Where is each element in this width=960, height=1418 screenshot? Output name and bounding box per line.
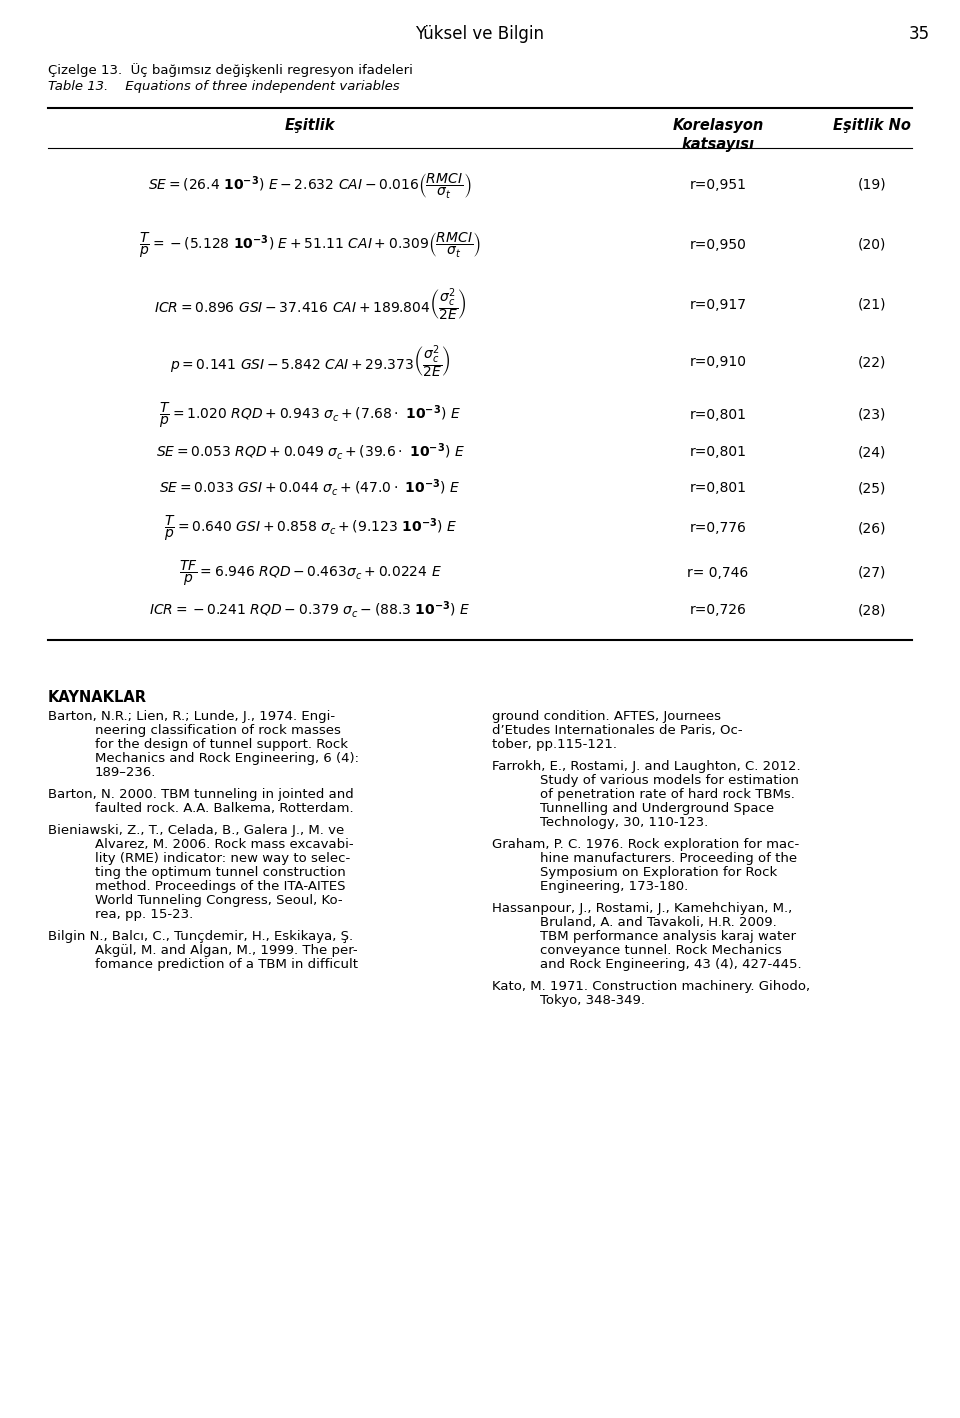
Text: and Rock Engineering, 43 (4), 427-445.: and Rock Engineering, 43 (4), 427-445. <box>540 959 802 971</box>
Text: Bilgin N., Balcı, C., Tunçdemir, H., Eskikaya, Ş.: Bilgin N., Balcı, C., Tunçdemir, H., Esk… <box>48 930 353 943</box>
Text: Mechanics and Rock Engineering, 6 (4):: Mechanics and Rock Engineering, 6 (4): <box>95 752 359 764</box>
Text: Tunnelling and Underground Space: Tunnelling and Underground Space <box>540 803 774 815</box>
Text: Hassanpour, J., Rostami, J., Kamehchiyan, M.,: Hassanpour, J., Rostami, J., Kamehchiyan… <box>492 902 792 915</box>
Text: (22): (22) <box>858 354 886 369</box>
Text: $ICR = 0.896\ GSI - 37.416\ CAI + 189.804\left(\dfrac{\sigma_c^2}{2E}\right)$: $ICR = 0.896\ GSI - 37.416\ CAI + 189.80… <box>154 286 467 323</box>
Text: $SE = 0.053\ RQD + 0.049\ \sigma_c + (39.6\cdot\ \mathbf{10^{-3}})\ E$: $SE = 0.053\ RQD + 0.049\ \sigma_c + (39… <box>156 441 465 462</box>
Text: $\dfrac{TF}{p} = 6.946\ RQD - 0.463\sigma_c + 0.0224\ E$: $\dfrac{TF}{p} = 6.946\ RQD - 0.463\sigm… <box>179 559 442 587</box>
Text: r=0,950: r=0,950 <box>689 238 747 252</box>
Text: faulted rock. A.A. Balkema, Rotterdam.: faulted rock. A.A. Balkema, Rotterdam. <box>95 803 353 815</box>
Text: Akgül, M. and Algan, M., 1999. The per-: Akgül, M. and Algan, M., 1999. The per- <box>95 944 358 957</box>
Text: Engineering, 173-180.: Engineering, 173-180. <box>540 881 688 893</box>
Text: r=0,801: r=0,801 <box>689 408 747 423</box>
Text: KAYNAKLAR: KAYNAKLAR <box>48 691 147 705</box>
Text: Alvarez, M. 2006. Rock mass excavabi-: Alvarez, M. 2006. Rock mass excavabi- <box>95 838 353 851</box>
Text: neering classification of rock masses: neering classification of rock masses <box>95 725 341 737</box>
Text: $ICR = -0.241\ RQD - 0.379\ \sigma_c - (88.3\ \mathbf{10^{-3}})\ E$: $ICR = -0.241\ RQD - 0.379\ \sigma_c - (… <box>150 600 470 621</box>
Text: (20): (20) <box>858 238 886 252</box>
Text: $SE = 0.033\ GSI + 0.044\ \sigma_c + (47.0\cdot\ \mathbf{10^{-3}})\ E$: $SE = 0.033\ GSI + 0.044\ \sigma_c + (47… <box>159 478 461 499</box>
Text: r=0,776: r=0,776 <box>689 520 747 535</box>
Text: Çizelge 13.  Üç bağımsız değişkenli regresyon ifadeleri: Çizelge 13. Üç bağımsız değişkenli regre… <box>48 62 413 77</box>
Text: lity (RME) indicator: new way to selec-: lity (RME) indicator: new way to selec- <box>95 852 350 865</box>
Text: of penetration rate of hard rock TBMs.: of penetration rate of hard rock TBMs. <box>540 788 795 801</box>
Text: $SE = (26.4\ \mathbf{10^{-3}})\ E - 2.632\ CAI - 0.016\left(\dfrac{RMCI}{\sigma_: $SE = (26.4\ \mathbf{10^{-3}})\ E - 2.63… <box>148 170 471 200</box>
Text: tober, pp.115-121.: tober, pp.115-121. <box>492 737 617 752</box>
Text: Eşitlik: Eşitlik <box>285 118 335 133</box>
Text: (28): (28) <box>857 603 886 617</box>
Text: Bieniawski, Z., T., Celada, B., Galera J., M. ve: Bieniawski, Z., T., Celada, B., Galera J… <box>48 824 345 837</box>
Text: Table 13.    Equations of three independent variables: Table 13. Equations of three independent… <box>48 79 399 94</box>
Text: r=0,951: r=0,951 <box>689 179 747 191</box>
Text: Yüksel ve Bilgin: Yüksel ve Bilgin <box>416 26 544 43</box>
Text: Bruland, A. and Tavakoli, H.R. 2009.: Bruland, A. and Tavakoli, H.R. 2009. <box>540 916 777 929</box>
Text: r=0,801: r=0,801 <box>689 445 747 459</box>
Text: r=0,726: r=0,726 <box>689 603 747 617</box>
Text: (25): (25) <box>858 481 886 495</box>
Text: r=0,801: r=0,801 <box>689 481 747 495</box>
Text: hine manufacturers. Proceeding of the: hine manufacturers. Proceeding of the <box>540 852 797 865</box>
Text: (19): (19) <box>857 179 886 191</box>
Text: Symposium on Exploration for Rock: Symposium on Exploration for Rock <box>540 866 778 879</box>
Text: 189–236.: 189–236. <box>95 766 156 778</box>
Text: rea, pp. 15-23.: rea, pp. 15-23. <box>95 908 193 922</box>
Text: r=0,917: r=0,917 <box>689 298 747 312</box>
Text: conveyance tunnel. Rock Mechanics: conveyance tunnel. Rock Mechanics <box>540 944 781 957</box>
Text: Farrokh, E., Rostami, J. and Laughton, C. 2012.: Farrokh, E., Rostami, J. and Laughton, C… <box>492 760 801 773</box>
Text: $\dfrac{T}{p} = 1.020\ RQD + 0.943\ \sigma_c + (7.68\cdot\ \mathbf{10^{-3}})\ E$: $\dfrac{T}{p} = 1.020\ RQD + 0.943\ \sig… <box>159 400 461 430</box>
Text: $\dfrac{T}{p} = -(5.128\ \mathbf{10^{-3}})\ E + 51.11\ CAI + 0.309\left(\dfrac{R: $\dfrac{T}{p} = -(5.128\ \mathbf{10^{-3}… <box>139 230 481 259</box>
Text: Technology, 30, 110-123.: Technology, 30, 110-123. <box>540 815 708 830</box>
Text: Kato, M. 1971. Construction machinery. Gihodo,: Kato, M. 1971. Construction machinery. G… <box>492 980 810 993</box>
Text: World Tunneling Congress, Seoul, Ko-: World Tunneling Congress, Seoul, Ko- <box>95 893 343 908</box>
Text: 35: 35 <box>909 26 930 43</box>
Text: (26): (26) <box>857 520 886 535</box>
Text: (21): (21) <box>857 298 886 312</box>
Text: Barton, N.R.; Lien, R.; Lunde, J., 1974. Engi-: Barton, N.R.; Lien, R.; Lunde, J., 1974.… <box>48 710 335 723</box>
Text: Eşitlik No: Eşitlik No <box>833 118 911 133</box>
Text: ground condition. AFTES, Journees: ground condition. AFTES, Journees <box>492 710 721 723</box>
Text: TBM performance analysis karaj water: TBM performance analysis karaj water <box>540 930 796 943</box>
Text: Barton, N. 2000. TBM tunneling in jointed and: Barton, N. 2000. TBM tunneling in jointe… <box>48 788 353 801</box>
Text: Study of various models for estimation: Study of various models for estimation <box>540 774 799 787</box>
Text: Tokyo, 348-349.: Tokyo, 348-349. <box>540 994 645 1007</box>
Text: Graham, P. C. 1976. Rock exploration for mac-: Graham, P. C. 1976. Rock exploration for… <box>492 838 800 851</box>
Text: ting the optimum tunnel construction: ting the optimum tunnel construction <box>95 866 346 879</box>
Text: fomance prediction of a TBM in difficult: fomance prediction of a TBM in difficult <box>95 959 358 971</box>
Text: for the design of tunnel support. Rock: for the design of tunnel support. Rock <box>95 737 348 752</box>
Text: $p = 0.141\ GSI - 5.842\ CAI + 29.373\left(\dfrac{\sigma_c^2}{2E}\right)$: $p = 0.141\ GSI - 5.842\ CAI + 29.373\le… <box>170 343 450 380</box>
Text: r=0,910: r=0,910 <box>689 354 747 369</box>
Text: r= 0,746: r= 0,746 <box>687 566 749 580</box>
Text: d’Etudes Internationales de Paris, Oc-: d’Etudes Internationales de Paris, Oc- <box>492 725 743 737</box>
Text: (27): (27) <box>858 566 886 580</box>
Text: $\dfrac{T}{p} = 0.640\ GSI + 0.858\ \sigma_c + (9.123\ \mathbf{10^{-3}})\ E$: $\dfrac{T}{p} = 0.640\ GSI + 0.858\ \sig… <box>163 513 457 543</box>
Text: Korelasyon
katsayısı: Korelasyon katsayısı <box>672 118 763 152</box>
Text: (23): (23) <box>858 408 886 423</box>
Text: method. Proceedings of the ITA-AITES: method. Proceedings of the ITA-AITES <box>95 881 346 893</box>
Text: (24): (24) <box>858 445 886 459</box>
